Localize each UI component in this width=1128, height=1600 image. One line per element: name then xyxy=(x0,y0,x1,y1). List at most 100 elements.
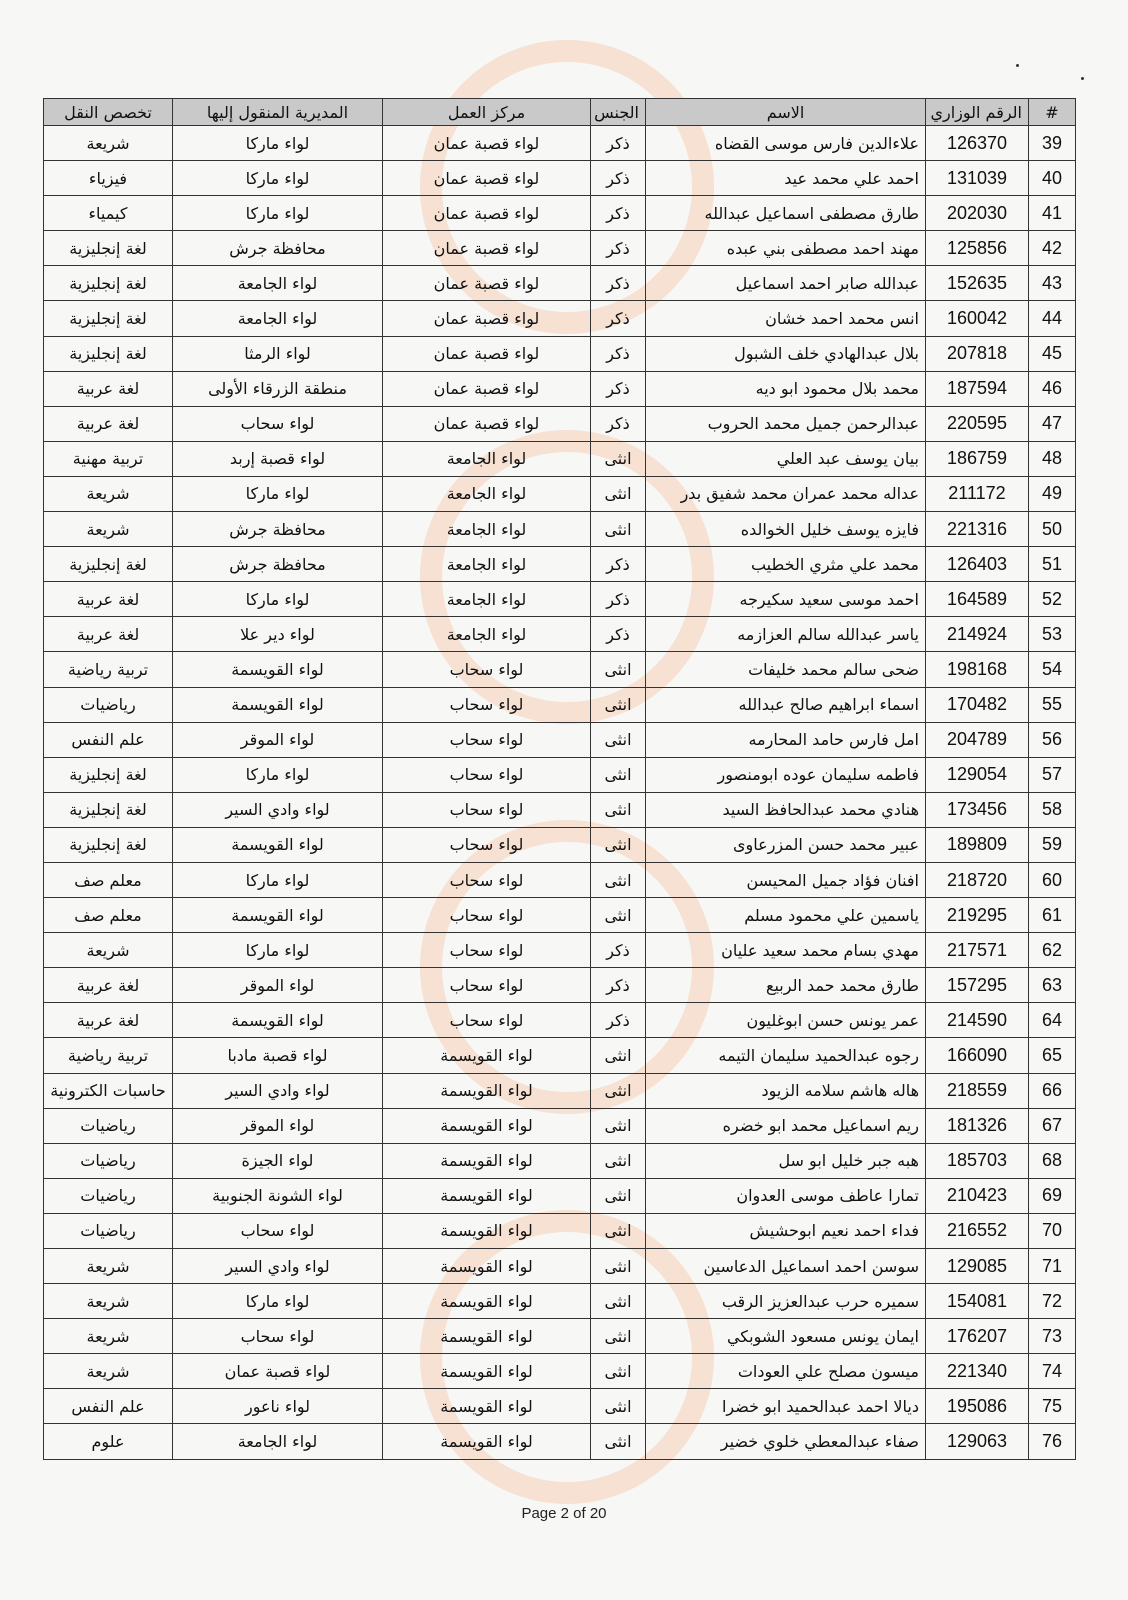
specialization-cell: شريعة xyxy=(43,1247,173,1285)
gender-cell: ذكر xyxy=(590,1002,646,1039)
destination-directorate-cell: لواء ماركا xyxy=(172,124,383,162)
destination-directorate-cell: لواء قصبة مادبا xyxy=(172,1037,383,1074)
ministry-number-cell: 220595 xyxy=(925,405,1029,442)
row-index-cell: 75 xyxy=(1028,1388,1076,1425)
workplace-cell: لواء القويسمة xyxy=(382,1212,591,1250)
workplace-cell: لواء سحاب xyxy=(382,826,591,863)
gender-cell: انثى xyxy=(590,440,646,477)
gender-cell: انثى xyxy=(590,1177,646,1214)
row-index-cell: 63 xyxy=(1028,967,1076,1004)
ministry-number-cell: 129063 xyxy=(925,1423,1029,1460)
specialization-cell: لغة عربية xyxy=(43,1002,173,1039)
row-index-cell: 74 xyxy=(1028,1353,1076,1390)
destination-directorate-cell: لواء القويسمة xyxy=(172,651,383,688)
ministry-number-cell: 204789 xyxy=(925,721,1029,758)
row-index-cell: 49 xyxy=(1028,475,1076,513)
workplace-cell: لواء الجامعة xyxy=(382,581,591,618)
destination-directorate-cell: لواء سحاب xyxy=(172,1212,383,1250)
row-index-cell: 76 xyxy=(1028,1423,1076,1460)
workplace-cell: لواء سحاب xyxy=(382,967,591,1004)
gender-cell: انثى xyxy=(590,1212,646,1250)
specialization-cell: شريعة xyxy=(43,475,173,513)
workplace-cell: لواء الجامعة xyxy=(382,440,591,477)
employee-name-cell: هنادي محمد عبدالحافظ السيد xyxy=(645,791,926,828)
workplace-cell: لواء القويسمة xyxy=(382,1283,591,1320)
specialization-cell: علوم xyxy=(43,1423,173,1460)
employee-name-cell: رجوه عبدالحميد سليمان التيمه xyxy=(645,1037,926,1074)
workplace-cell: لواء القويسمة xyxy=(382,1318,591,1355)
row-index-cell: 47 xyxy=(1028,405,1076,442)
row-index-cell: 57 xyxy=(1028,756,1076,793)
workplace-cell: لواء القويسمة xyxy=(382,1247,591,1285)
employee-name-cell: احمد موسى سعيد سكيرجه xyxy=(645,581,926,618)
destination-directorate-cell: لواء قصبة عمان xyxy=(172,1353,383,1390)
header-index: # xyxy=(1028,98,1076,126)
table-row: 65 166090 رجوه عبدالحميد سليمان التيمه انثى… xyxy=(43,1037,1076,1074)
specialization-cell: تربية مهنية xyxy=(43,440,173,477)
ministry-number-cell: 126370 xyxy=(925,124,1029,162)
row-index-cell: 51 xyxy=(1028,546,1076,583)
destination-directorate-cell: لواء ماركا xyxy=(172,756,383,793)
specialization-cell: معلم صف xyxy=(43,897,173,934)
specialization-cell: كيمياء xyxy=(43,195,173,232)
ministry-number-cell: 187594 xyxy=(925,370,1029,407)
specialization-cell: لغة إنجليزية xyxy=(43,791,173,828)
scan-speck xyxy=(1016,64,1019,67)
table-row: 39 126370 علاءالدين فارس موسى القضاه ذكر لوا… xyxy=(43,124,1076,162)
destination-directorate-cell: لواء سحاب xyxy=(172,405,383,442)
gender-cell: انثى xyxy=(590,756,646,793)
workplace-cell: لواء القويسمة xyxy=(382,1177,591,1214)
workplace-cell: لواء سحاب xyxy=(382,686,591,723)
table-row: 66 218559 هاله هاشم سلامه الزيود انثى لواء ا… xyxy=(43,1072,1076,1109)
ministry-number-cell: 214590 xyxy=(925,1002,1029,1039)
gender-cell: انثى xyxy=(590,1388,646,1425)
gender-cell: ذكر xyxy=(590,370,646,407)
gender-cell: ذكر xyxy=(590,195,646,232)
table-row: 53 214924 ياسر عبدالله سالم العزازمه ذكر لوا… xyxy=(43,616,1076,653)
employee-name-cell: فايزه يوسف خليل الخوالده xyxy=(645,511,926,548)
ministry-number-cell: 186759 xyxy=(925,440,1029,477)
employee-name-cell: تمارا عاطف موسى العدوان xyxy=(645,1177,926,1214)
gender-cell: انثى xyxy=(590,1353,646,1390)
employee-name-cell: ريم اسماعيل محمد ابو خضره xyxy=(645,1107,926,1144)
ministry-number-cell: 154081 xyxy=(925,1283,1029,1320)
destination-directorate-cell: لواء ناعور xyxy=(172,1388,383,1425)
table-row: 55 170482 اسماء ابراهيم صالح عبدالله انثى لو… xyxy=(43,686,1076,723)
specialization-cell: رياضيات xyxy=(43,686,173,723)
row-index-cell: 68 xyxy=(1028,1142,1076,1179)
gender-cell: ذكر xyxy=(590,616,646,653)
table-row: 54 198168 ضحى سالم محمد خليفات انثى لواء سحا… xyxy=(43,651,1076,688)
employee-name-cell: هبه جبر خليل ابو سل xyxy=(645,1142,926,1179)
table-row: 42 125856 مهند احمد مصطفى بني عبده ذكر لواء … xyxy=(43,230,1076,267)
specialization-cell: لغة عربية xyxy=(43,967,173,1004)
gender-cell: انثى xyxy=(590,651,646,688)
table-row: 70 216552 فداء احمد نعيم ابوحشيش انثى لواء ا… xyxy=(43,1212,1076,1250)
gender-cell: ذكر xyxy=(590,546,646,583)
specialization-cell: لغة إنجليزية xyxy=(43,300,173,337)
workplace-cell: لواء قصبة عمان xyxy=(382,124,591,162)
employee-name-cell: احمد علي محمد عيد xyxy=(645,160,926,197)
specialization-cell: تربية رياضية xyxy=(43,1037,173,1074)
ministry-number-cell: 207818 xyxy=(925,335,1029,372)
ministry-number-cell: 221340 xyxy=(925,1353,1029,1390)
row-index-cell: 61 xyxy=(1028,897,1076,934)
specialization-cell: شريعة xyxy=(43,511,173,548)
table-row: 69 210423 تمارا عاطف موسى العدوان انثى لواء … xyxy=(43,1177,1076,1214)
table-row: 71 129085 سوسن احمد اسماعيل الدعاسين انثى لو… xyxy=(43,1247,1076,1285)
gender-cell: انثى xyxy=(590,1247,646,1285)
gender-cell: انثى xyxy=(590,1423,646,1460)
employee-name-cell: علاءالدين فارس موسى القضاه xyxy=(645,124,926,162)
workplace-cell: لواء القويسمة xyxy=(382,1142,591,1179)
header-destination-directorate: المديرية المنقول إليها xyxy=(172,98,383,126)
employee-name-cell: سوسن احمد اسماعيل الدعاسين xyxy=(645,1247,926,1285)
workplace-cell: لواء سحاب xyxy=(382,1002,591,1039)
ministry-number-cell: 217571 xyxy=(925,932,1029,969)
employee-name-cell: مهدي بسام محمد سعيد عليان xyxy=(645,932,926,969)
specialization-cell: لغة عربية xyxy=(43,616,173,653)
employee-name-cell: ضحى سالم محمد خليفات xyxy=(645,651,926,688)
table-row: 63 157295 طارق محمد حمد الربيع ذكر لواء سحاب… xyxy=(43,967,1076,1004)
ministry-number-cell: 185703 xyxy=(925,1142,1029,1179)
row-index-cell: 70 xyxy=(1028,1212,1076,1250)
destination-directorate-cell: لواء القويسمة xyxy=(172,826,383,863)
table-row: 67 181326 ريم اسماعيل محمد ابو خضره انثى لوا… xyxy=(43,1107,1076,1144)
